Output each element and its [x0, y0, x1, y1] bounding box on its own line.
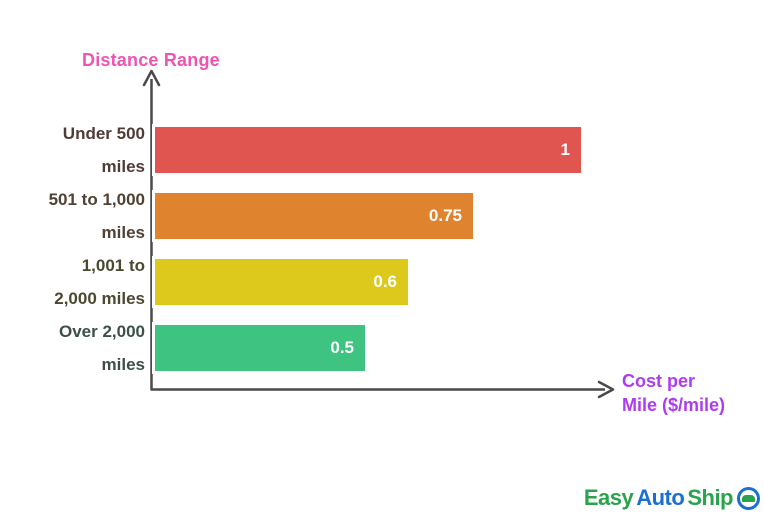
easyautoship-logo: Easy Auto Ship	[584, 485, 760, 511]
x-axis-arrowhead-icon	[597, 380, 615, 399]
x-axis-title-line2: Mile ($/mile)	[622, 395, 726, 415]
category-label-text: 501 to 1,000 miles	[48, 190, 145, 242]
category-label: 1,001 to 2,000 miles	[0, 256, 145, 308]
category-label: Under 500 miles	[0, 124, 145, 176]
bar: 0.5	[152, 322, 368, 374]
x-axis-title-line1: Cost per	[622, 371, 696, 391]
category-label-text: 1,001 to 2,000 miles	[54, 256, 145, 308]
category-label-text: Under 500 miles	[62, 124, 145, 176]
x-axis-title: Cost per Mile ($/mile)	[622, 369, 725, 417]
bar-value-label: 0.5	[330, 338, 354, 357]
category-label-text: Over 2,000 miles	[58, 322, 145, 374]
bar-value-label: 0.6	[373, 272, 397, 291]
bar: 0.75	[152, 190, 476, 242]
y-axis-title: Distance Range	[82, 50, 220, 70]
logo-text-ship: Ship	[687, 485, 733, 510]
bar: 0.6	[152, 256, 411, 308]
y-axis-arrowhead-icon	[142, 69, 161, 87]
category-label: 501 to 1,000 miles	[0, 190, 145, 242]
bar-value-label: 1	[560, 140, 570, 159]
logo-text-auto: Auto	[636, 485, 685, 510]
logo-text-easy: Easy	[583, 485, 634, 510]
car-circle-icon	[737, 486, 760, 510]
category-label: Over 2,000 miles	[0, 322, 145, 374]
bar: 1	[152, 124, 584, 176]
bar-value-label: 0.75	[428, 206, 462, 225]
